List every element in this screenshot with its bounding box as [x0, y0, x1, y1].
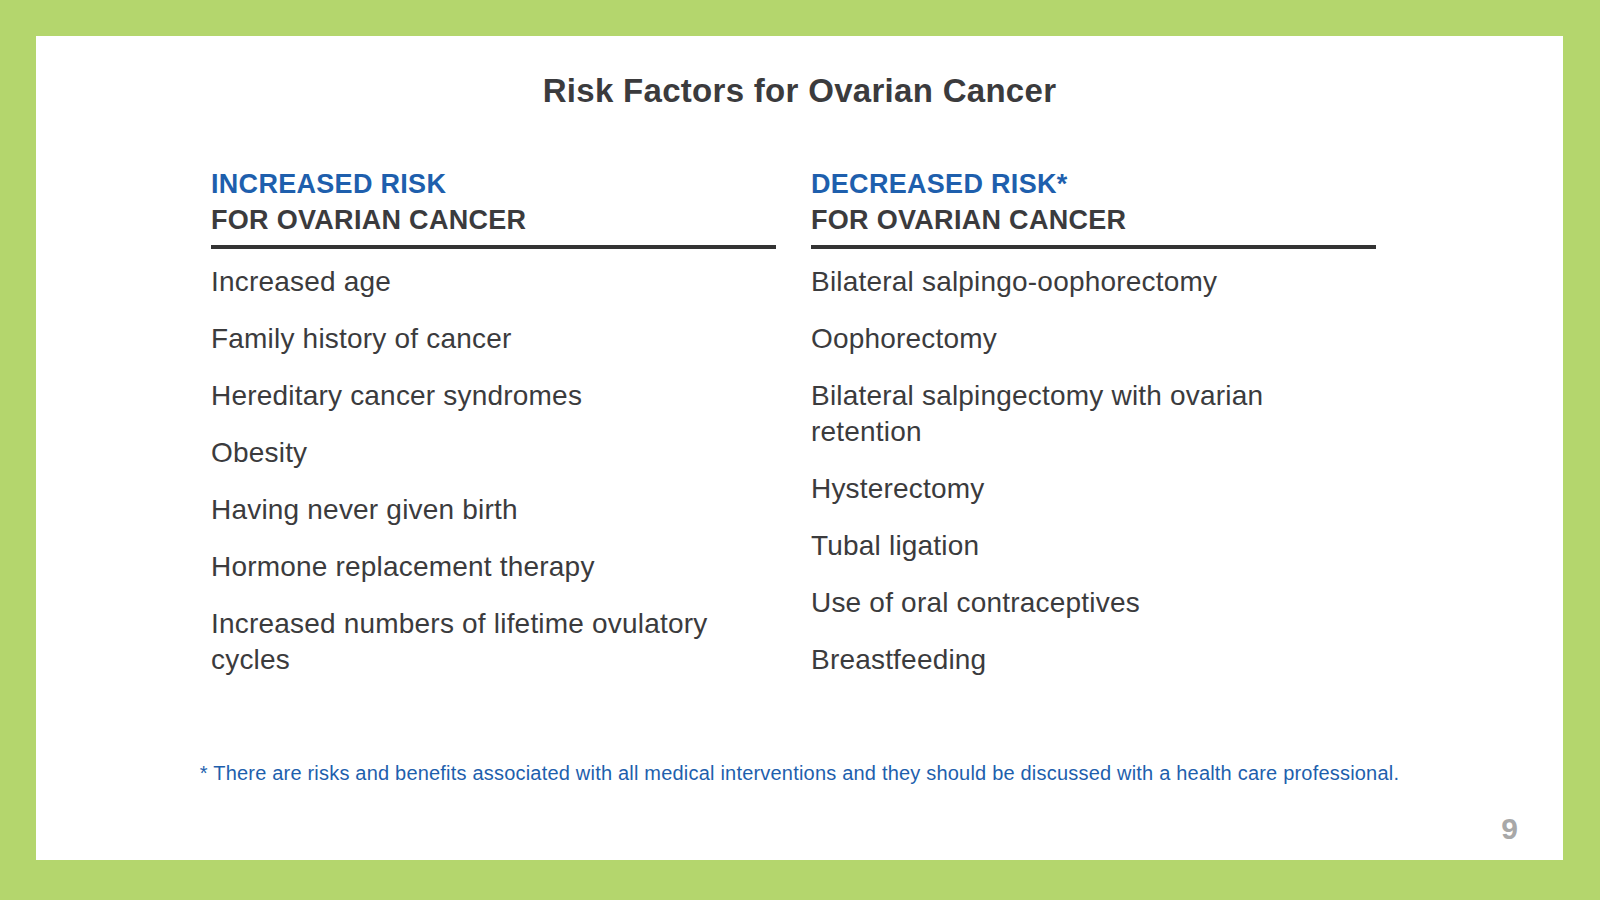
list-item: Hysterectomy: [811, 471, 1376, 507]
list-item: Increased age: [211, 264, 776, 300]
list-item: Use of oral contraceptives: [811, 585, 1376, 621]
list-item: Increased numbers of lifetime ovulatory …: [211, 606, 776, 678]
decreased-risk-column: DECREASED RISK* FOR OVARIAN CANCER Bilat…: [811, 166, 1376, 699]
increased-risk-list: Increased age Family history of cancer Her…: [211, 264, 776, 678]
list-item: Tubal ligation: [811, 528, 1376, 564]
list-item: Bilateral salpingectomy with ovarian ret…: [811, 378, 1376, 450]
page-number: 9: [1501, 812, 1518, 846]
increased-risk-heading: INCREASED RISK FOR OVARIAN CANCER: [211, 166, 776, 249]
decreased-risk-list: Bilateral salpingo-oophorectomy Oophorect…: [811, 264, 1376, 678]
list-item: Breastfeeding: [811, 642, 1376, 678]
list-item: Hormone replacement therapy: [211, 549, 776, 585]
list-item: Family history of cancer: [211, 321, 776, 357]
slide-card: Risk Factors for Ovarian Cancer INCREASE…: [36, 36, 1563, 860]
page-title: Risk Factors for Ovarian Cancer: [36, 36, 1563, 110]
list-item: Oophorectomy: [811, 321, 1376, 357]
increased-risk-heading-line2: FOR OVARIAN CANCER: [211, 202, 776, 238]
list-item: Obesity: [211, 435, 776, 471]
list-item: Bilateral salpingo-oophorectomy: [811, 264, 1376, 300]
increased-risk-column: INCREASED RISK FOR OVARIAN CANCER Increa…: [211, 166, 776, 699]
list-item: Hereditary cancer syndromes: [211, 378, 776, 414]
decreased-risk-heading: DECREASED RISK* FOR OVARIAN CANCER: [811, 166, 1376, 249]
increased-risk-heading-line1: INCREASED RISK: [211, 166, 776, 202]
decreased-risk-heading-line1: DECREASED RISK*: [811, 166, 1376, 202]
footnote: * There are risks and benefits associate…: [36, 762, 1563, 785]
slide-background: { "page": { "title": "Risk Factors for O…: [0, 0, 1600, 900]
decreased-risk-heading-line2: FOR OVARIAN CANCER: [811, 202, 1376, 238]
list-item: Having never given birth: [211, 492, 776, 528]
